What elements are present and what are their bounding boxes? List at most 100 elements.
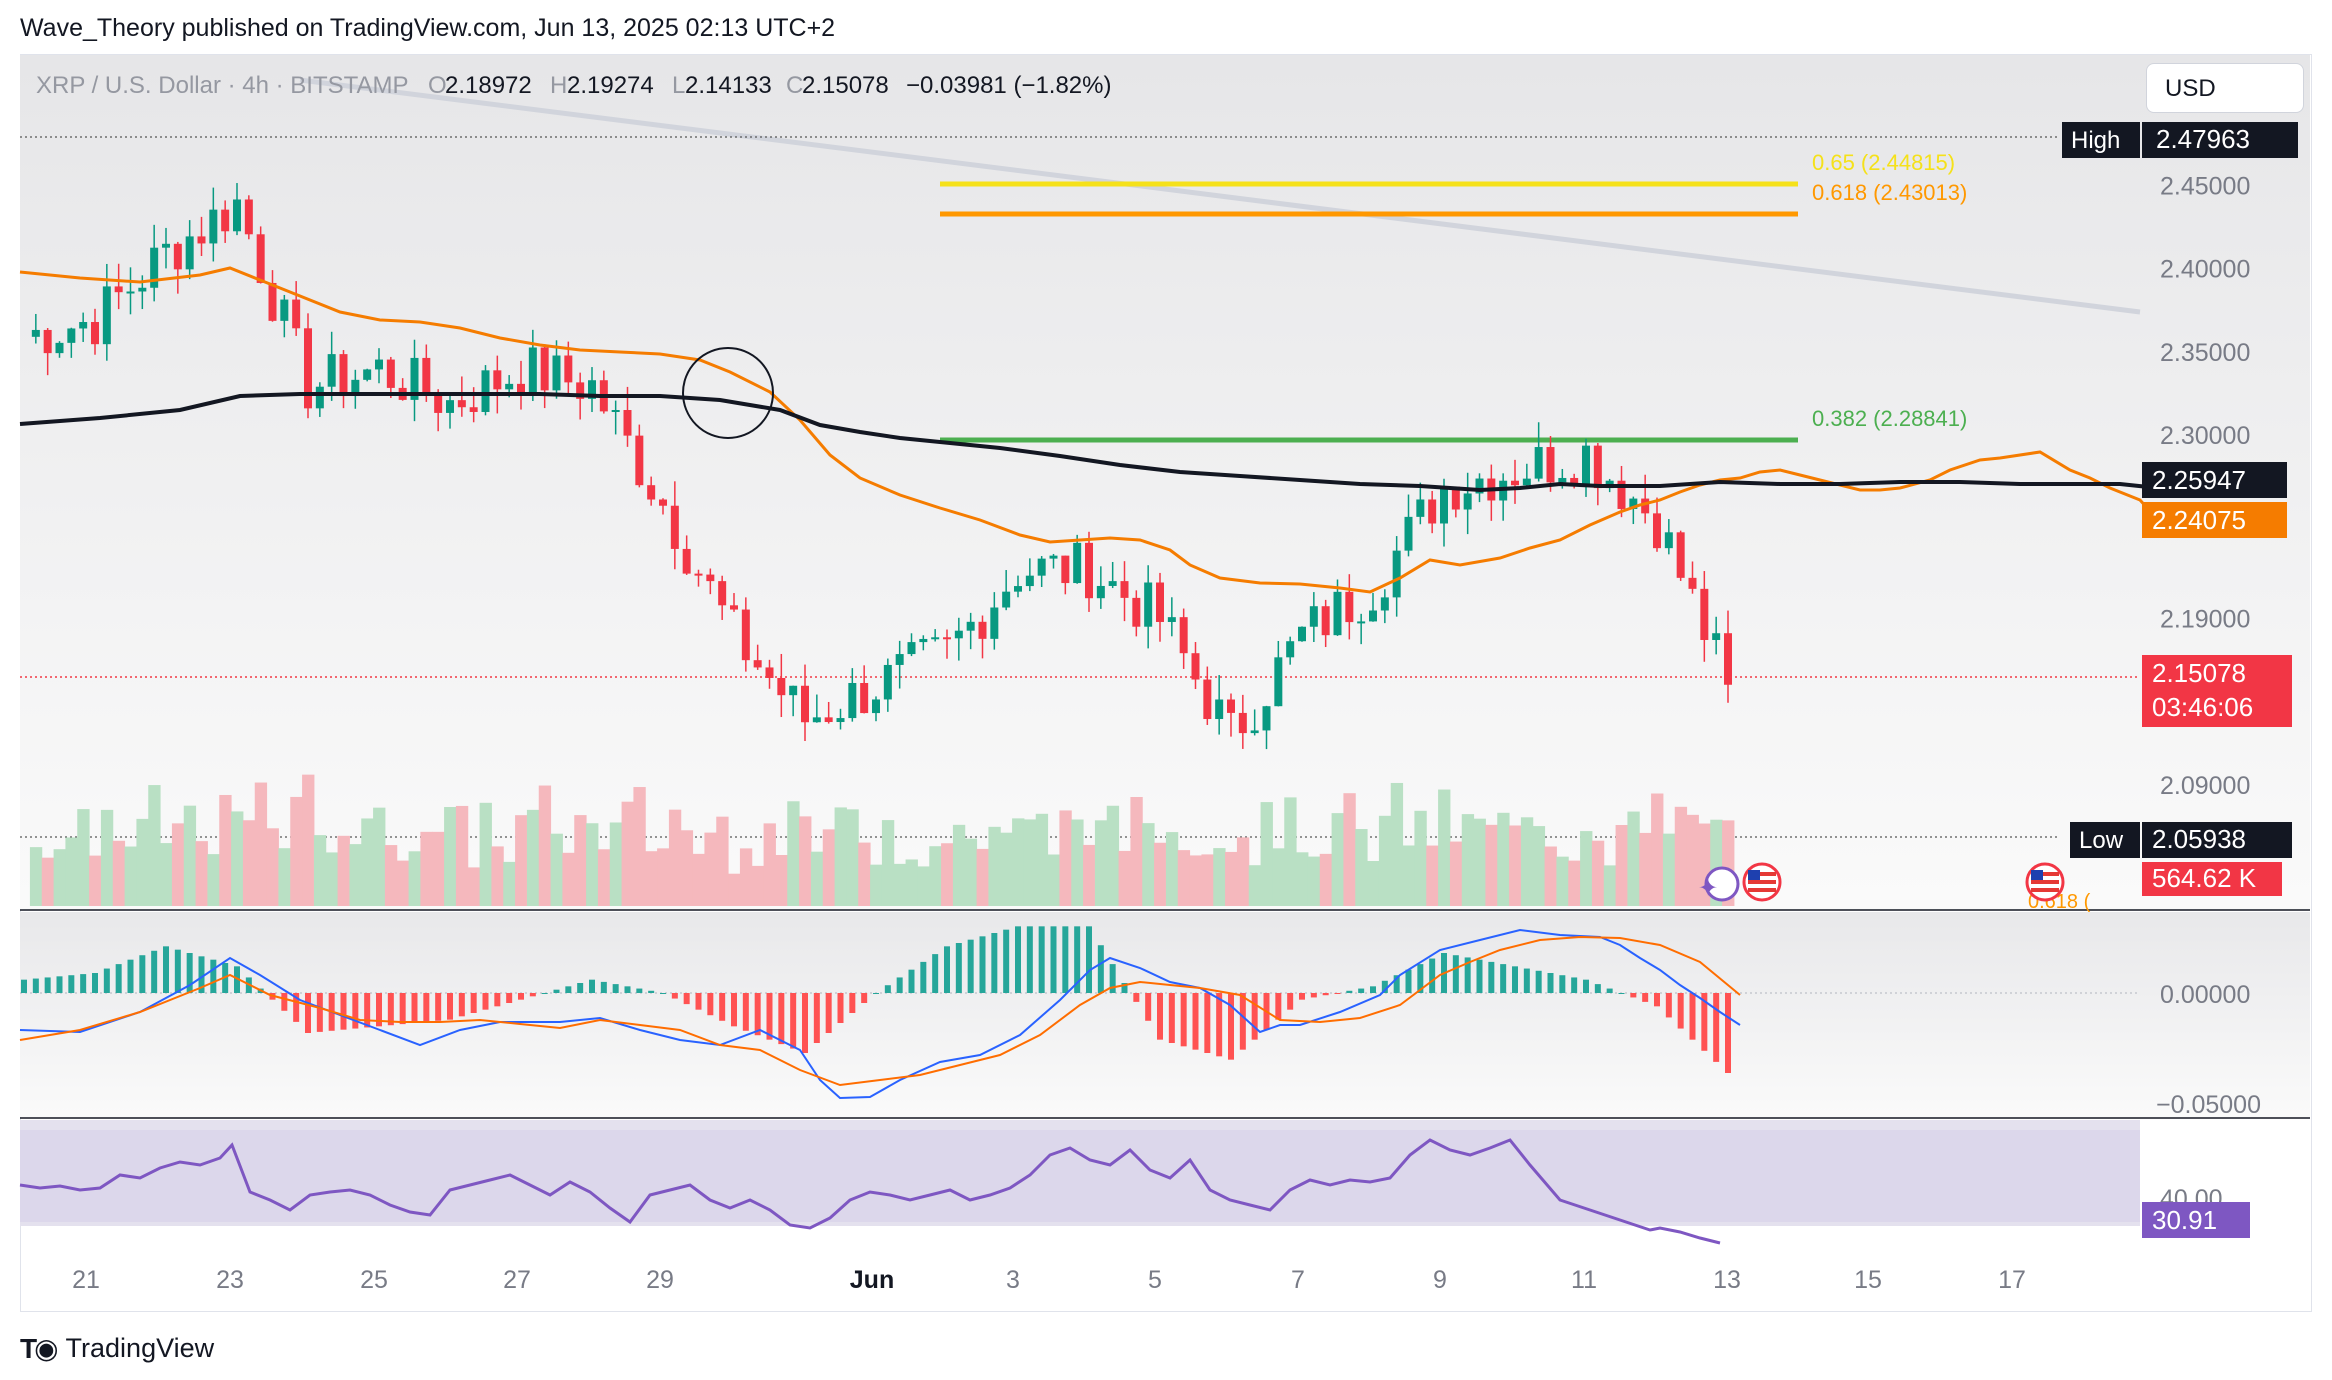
currency-selector[interactable]: USD	[2146, 63, 2304, 113]
macd-hist-bar	[1725, 993, 1731, 1073]
o-label: O	[428, 72, 447, 99]
macd-hist-bar	[139, 955, 146, 993]
candle-body	[931, 637, 940, 640]
macd-hist-bar	[671, 993, 678, 999]
macd-hist-bar	[115, 964, 122, 993]
volume-bar	[905, 859, 918, 906]
ma200-line[interactable]	[19, 392, 2159, 493]
volume-bar	[361, 818, 374, 906]
macd-hist-bar	[387, 993, 394, 1026]
volume-bar	[1035, 813, 1049, 906]
volume-bar	[325, 852, 339, 906]
rsi-line[interactable]	[19, 1138, 1721, 1245]
candle-body	[1629, 498, 1638, 509]
header-legend: XRP / U.S. Dollar · 4h · BITSTAMP O 2.18…	[36, 72, 1112, 99]
candle-body	[1522, 478, 1531, 486]
macd-hist-bar	[32, 978, 39, 993]
footer[interactable]: T◉ TradingView	[20, 1328, 214, 1368]
macd-hist-bar	[565, 986, 572, 993]
candle-body	[883, 664, 892, 700]
price-axis[interactable]: 2.45000 2.40000 2.35000 2.30000 2.19000 2.090…	[2160, 172, 2250, 800]
volume-bar	[645, 851, 658, 906]
macd-hist-bar	[174, 949, 181, 993]
time-axis[interactable]: 21 23 25 27 29 Jun 3 5 7 9 11 13 15 17	[72, 1266, 2026, 1294]
macd-hist-bar	[1381, 980, 1388, 993]
macd-signal-line[interactable]	[19, 935, 1741, 1087]
candle-body	[540, 347, 549, 391]
macd-hist-bar	[529, 993, 536, 997]
us-flag-icon[interactable]	[1742, 862, 1782, 902]
volume-bar	[1426, 845, 1439, 906]
candle-body	[79, 322, 88, 329]
macd-hist-bar	[1204, 993, 1211, 1053]
macd-hist-bar	[707, 993, 714, 1016]
macd-hist-bar	[1370, 986, 1376, 993]
macd-line[interactable]	[19, 928, 1741, 1100]
volume-bar	[302, 774, 315, 906]
ma200-value: 2.25947	[2152, 465, 2246, 495]
macd-hist-bar	[1003, 929, 1010, 993]
volume-bar	[1544, 846, 1557, 906]
candle-body	[765, 667, 774, 678]
candle-body	[635, 435, 644, 486]
cross-highlight-circle[interactable]	[682, 347, 774, 439]
macd-hist-bar	[967, 939, 974, 993]
volume-bar	[1343, 793, 1356, 906]
macd-hist-bar	[683, 993, 690, 1005]
candle-body	[824, 717, 833, 723]
candle-body	[647, 485, 656, 500]
volume-bar	[29, 847, 43, 906]
trendline[interactable]	[299, 77, 2141, 315]
macd-hist-bar	[1618, 993, 1625, 994]
macd-hist-bar	[293, 993, 300, 1022]
candle-body	[1250, 730, 1259, 734]
volume-bar	[633, 787, 646, 906]
macd-pane-bg	[20, 912, 2310, 1117]
candle-body	[268, 282, 277, 321]
candle-body	[1108, 581, 1117, 586]
macd-hist-bar	[518, 993, 524, 1000]
low-label: Low 2.05938	[2070, 822, 2292, 858]
publisher-line: Wave_Theory published on TradingView.com…	[20, 14, 836, 42]
candle-body	[1085, 542, 1093, 599]
candle-body	[91, 322, 99, 345]
volume-bar	[1284, 797, 1297, 906]
volume-bar	[1438, 789, 1451, 906]
candle-body	[777, 677, 786, 696]
candle-body	[907, 642, 916, 655]
time-tick: 25	[360, 1266, 388, 1294]
volume-bar	[1201, 854, 1214, 906]
volume-bar	[668, 809, 682, 906]
sparkle-events-icon[interactable]: ✦	[1698, 866, 1740, 902]
candle-body	[1582, 445, 1590, 485]
volume-bar	[562, 852, 575, 906]
macd-tick-neg: −0.05000	[2156, 1091, 2261, 1119]
candle-body	[753, 660, 762, 668]
candle-body	[410, 357, 419, 400]
volume-bar	[1449, 841, 1463, 906]
volume-bar	[420, 831, 433, 906]
macd-hist-bar	[600, 981, 607, 993]
macd-hist-bar	[44, 977, 51, 993]
volume-bar	[680, 830, 694, 906]
candle-body	[895, 654, 904, 665]
candle-body	[339, 354, 348, 397]
fib-0382-label: 0.382 (2.28841)	[1812, 406, 1967, 431]
volume-bar	[1378, 815, 1392, 906]
ema50-line[interactable]	[19, 266, 2160, 594]
volume-bar	[65, 837, 78, 906]
macd-hist-bar	[1535, 970, 1542, 993]
candle-body	[1380, 597, 1389, 611]
volume-bar	[1248, 865, 1262, 906]
volume-bar	[1651, 793, 1664, 906]
macd-hist-bar	[1464, 957, 1471, 993]
candle-body	[623, 410, 632, 436]
volume-bar	[254, 782, 268, 906]
volume-bar	[1059, 810, 1072, 906]
candle-body	[576, 382, 585, 399]
macd-hist-bar	[1606, 988, 1613, 993]
us-flag-icon[interactable]	[2025, 862, 2065, 902]
candle-body	[990, 607, 999, 639]
fib-065-label: 0.65 (2.44815)	[1812, 150, 1955, 175]
